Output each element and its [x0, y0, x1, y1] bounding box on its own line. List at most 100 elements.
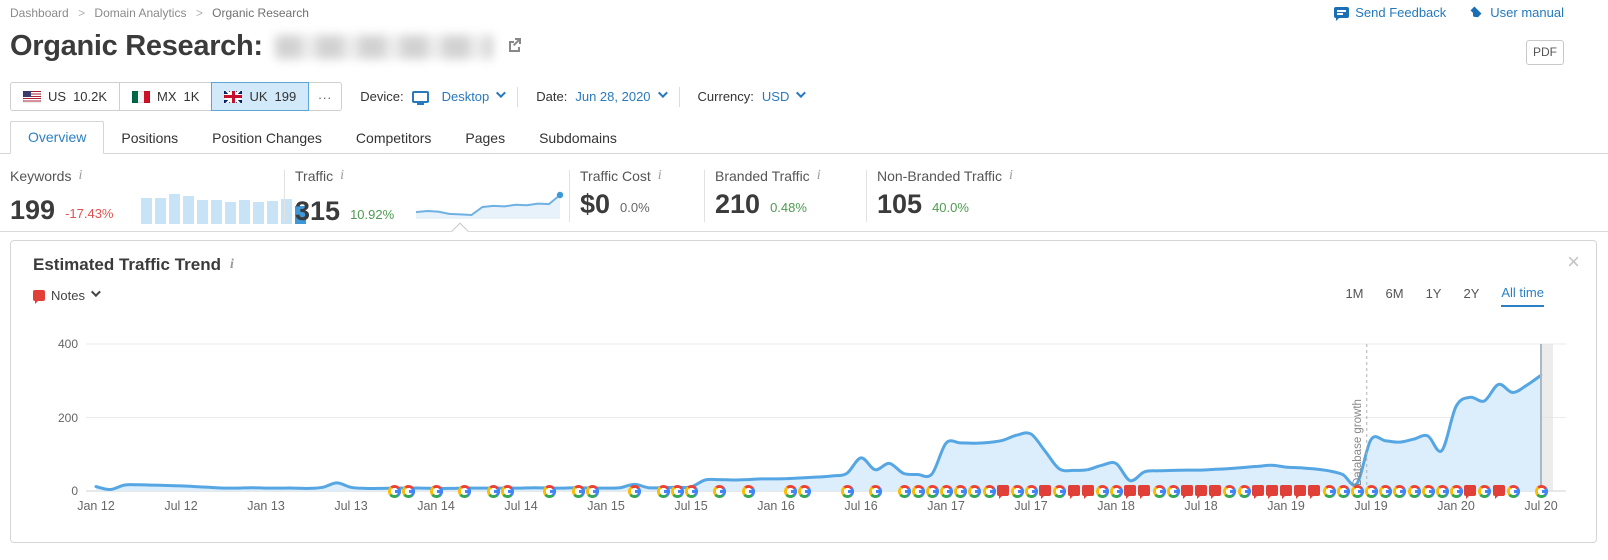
google-update-marker[interactable]: [670, 485, 684, 498]
google-update-marker[interactable]: [741, 485, 755, 498]
note-marker[interactable]: [1308, 485, 1321, 499]
google-update-marker[interactable]: [1336, 485, 1350, 498]
note-marker[interactable]: [1180, 485, 1193, 499]
google-update-marker[interactable]: [784, 485, 798, 498]
note-marker[interactable]: [1138, 485, 1151, 499]
country-tab-uk[interactable]: UK 199: [211, 82, 310, 111]
google-update-marker[interactable]: [1053, 485, 1067, 498]
google-update-marker[interactable]: [486, 485, 500, 498]
google-update-marker[interactable]: [585, 485, 599, 498]
tab-overview[interactable]: Overview: [10, 121, 105, 154]
metric-traffic: Traffic i 315 10.92%: [285, 168, 570, 225]
info-icon[interactable]: i: [657, 168, 662, 183]
google-update-marker[interactable]: [1535, 485, 1548, 498]
note-marker[interactable]: [1067, 485, 1080, 499]
google-update-marker[interactable]: [1379, 485, 1393, 498]
currency-selector[interactable]: USD: [762, 88, 807, 104]
google-update-marker[interactable]: [1435, 485, 1449, 498]
note-marker[interactable]: [1039, 485, 1052, 499]
google-update-marker[interactable]: [1350, 485, 1364, 498]
note-marker[interactable]: [996, 485, 1009, 499]
more-countries-button[interactable]: ...: [308, 82, 343, 111]
note-marker[interactable]: [1265, 485, 1278, 499]
note-marker[interactable]: [1081, 485, 1094, 499]
device-selector[interactable]: Desktop: [411, 88, 507, 105]
range-button-6m[interactable]: 6M: [1385, 286, 1404, 301]
google-update-marker[interactable]: [1025, 485, 1038, 498]
range-button-1y[interactable]: 1Y: [1425, 286, 1442, 301]
range-button-1m[interactable]: 1M: [1345, 286, 1364, 301]
google-update-marker[interactable]: [430, 485, 443, 498]
google-update-marker[interactable]: [1166, 485, 1180, 498]
info-icon[interactable]: i: [816, 168, 821, 183]
google-update-marker[interactable]: [1322, 485, 1336, 498]
google-update-marker[interactable]: [1478, 485, 1492, 498]
google-update-marker[interactable]: [1237, 485, 1251, 498]
range-button-all-time[interactable]: All time: [1501, 285, 1544, 307]
google-update-marker[interactable]: [840, 485, 854, 498]
google-update-marker[interactable]: [925, 485, 939, 498]
google-update-marker[interactable]: [968, 485, 982, 498]
close-icon[interactable]: ×: [1567, 249, 1580, 274]
breadcrumb-dashboard[interactable]: Dashboard: [10, 6, 69, 20]
google-update-marker[interactable]: [1152, 485, 1166, 498]
info-icon[interactable]: i: [340, 168, 345, 183]
traffic-sparkline[interactable]: [414, 190, 564, 225]
google-update-marker[interactable]: [387, 485, 401, 498]
google-update-marker[interactable]: [940, 485, 953, 498]
notes-dropdown[interactable]: Notes: [33, 287, 101, 304]
google-update-marker[interactable]: [1223, 485, 1237, 498]
date-selector[interactable]: Jun 28, 2020: [575, 88, 668, 104]
google-update-marker[interactable]: [628, 485, 642, 498]
google-update-marker[interactable]: [798, 485, 812, 498]
google-update-marker[interactable]: [500, 485, 514, 498]
google-update-marker[interactable]: [571, 485, 585, 498]
google-update-marker[interactable]: [1407, 485, 1421, 498]
tab-positions[interactable]: Positions: [121, 130, 179, 146]
note-marker[interactable]: [1280, 485, 1292, 499]
range-button-2y[interactable]: 2Y: [1463, 286, 1480, 301]
google-update-marker[interactable]: [1010, 485, 1024, 498]
google-update-marker[interactable]: [1393, 485, 1407, 498]
google-update-marker[interactable]: [685, 485, 698, 498]
note-marker[interactable]: [1209, 485, 1222, 499]
keywords-minichart[interactable]: [141, 190, 307, 224]
tab-pages[interactable]: Pages: [465, 130, 506, 146]
google-update-marker[interactable]: [954, 485, 968, 498]
breadcrumb-domain-analytics[interactable]: Domain Analytics: [94, 6, 187, 20]
note-marker[interactable]: [1195, 485, 1207, 499]
google-update-marker[interactable]: [1450, 485, 1463, 498]
send-feedback-link[interactable]: Send Feedback: [1334, 5, 1446, 21]
note-marker[interactable]: [1464, 485, 1477, 499]
google-update-marker[interactable]: [1506, 485, 1520, 498]
google-update-marker[interactable]: [656, 485, 670, 498]
google-update-marker[interactable]: [401, 485, 415, 498]
google-update-marker[interactable]: [1365, 485, 1378, 498]
tab-subdomains[interactable]: Subdomains: [539, 130, 617, 146]
google-update-marker[interactable]: [1421, 485, 1435, 498]
google-update-marker[interactable]: [1095, 485, 1109, 498]
google-update-marker[interactable]: [911, 485, 925, 498]
country-tab-mx[interactable]: MX 1K: [119, 82, 213, 111]
country-tab-us[interactable]: US 10.2K: [10, 82, 121, 111]
tab-competitors[interactable]: Competitors: [355, 130, 432, 146]
note-marker[interactable]: [1294, 485, 1307, 499]
note-marker[interactable]: [1251, 485, 1264, 499]
info-icon[interactable]: i: [1009, 168, 1013, 183]
external-link-icon[interactable]: [507, 37, 522, 57]
google-update-marker[interactable]: [458, 485, 472, 498]
info-icon[interactable]: i: [78, 168, 83, 183]
user-manual-link[interactable]: User manual: [1468, 5, 1564, 20]
note-marker[interactable]: [1492, 485, 1505, 499]
google-update-marker[interactable]: [1110, 485, 1123, 498]
traffic-trend-chart[interactable]: Database growth 0 200 400 Jan 12 Jul 12 Jan …: [58, 336, 1566, 513]
tab-position-changes[interactable]: Position Changes: [212, 130, 322, 146]
google-update-marker[interactable]: [713, 485, 727, 498]
info-icon[interactable]: i: [230, 257, 234, 272]
note-marker[interactable]: [1124, 485, 1137, 499]
google-update-marker[interactable]: [897, 485, 911, 498]
google-update-marker[interactable]: [869, 485, 883, 498]
google-update-marker[interactable]: [982, 485, 996, 498]
pdf-export-button[interactable]: PDF: [1526, 40, 1564, 65]
google-update-marker[interactable]: [543, 485, 557, 498]
